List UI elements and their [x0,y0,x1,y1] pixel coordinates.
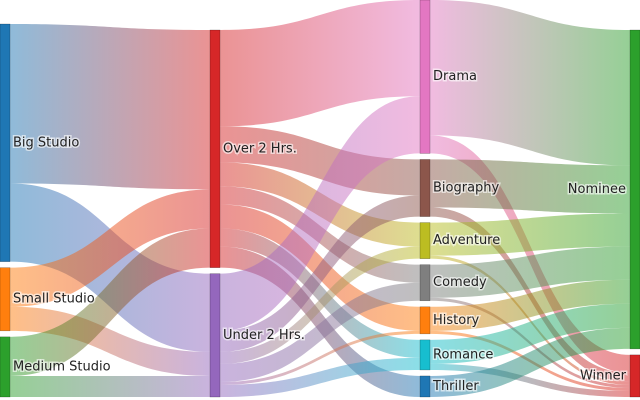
node [0,336,11,398]
link [430,279,630,331]
link [220,0,420,127]
node [209,273,221,398]
node-label: Biography [433,181,500,196]
link [10,228,210,376]
node [209,29,221,268]
node-label: Drama [433,69,477,84]
link [430,327,630,397]
link [220,330,420,385]
node [419,264,431,302]
node-label: Romance [433,347,493,362]
node [0,23,11,262]
link [430,303,630,364]
link [220,126,420,196]
link [220,195,420,352]
node [0,267,11,332]
node [419,0,431,154]
node [419,375,431,398]
link [430,255,630,385]
node [419,306,431,335]
link [220,282,420,382]
node-label: Under 2 Hrs. [223,328,305,343]
node-label: Comedy [433,275,487,290]
node [629,29,640,350]
node [419,159,431,217]
node [629,354,640,398]
link [220,246,420,364]
link [220,96,420,331]
link [220,228,420,358]
node-label: Small Studio [13,292,95,307]
link [10,189,210,307]
link [10,24,210,190]
node-label: Medium Studio [13,359,111,374]
node-label: Big Studio [13,135,79,150]
node-label: Over 2 Hrs. [223,141,297,156]
link [430,135,630,373]
link [430,0,630,166]
link [430,159,630,214]
links [10,0,630,397]
link [10,375,210,397]
link [220,357,420,397]
node-label: Winner [580,368,627,383]
node-label: Nominee [568,182,626,197]
link [430,246,630,298]
node [419,222,431,259]
link [430,213,630,256]
node [419,339,431,371]
node-label: Adventure [433,233,500,248]
node-label: History [433,313,480,328]
node-label: Thriller [432,379,479,394]
link [10,306,210,376]
link [220,246,420,397]
